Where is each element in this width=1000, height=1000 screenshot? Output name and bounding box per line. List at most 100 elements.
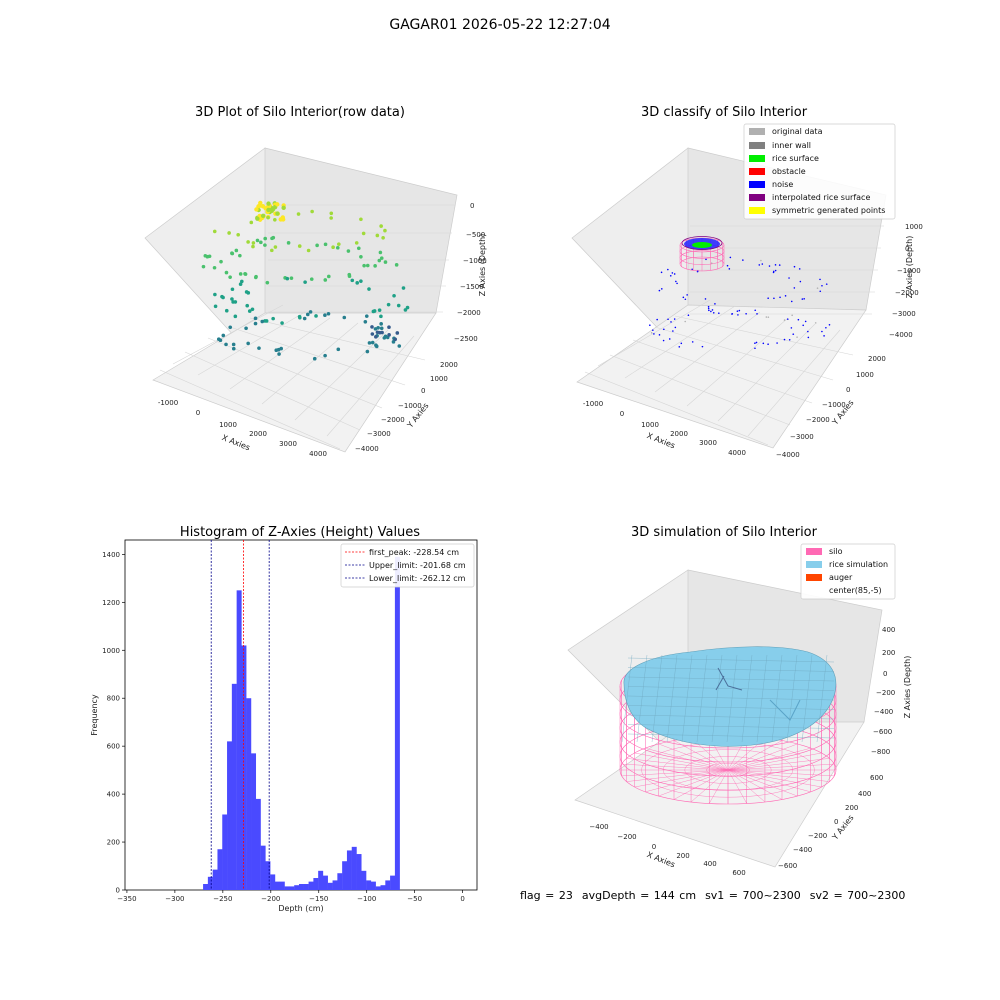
histogram-bar [356,854,362,890]
simulation-x-tick: 0 [652,843,656,851]
classify-y-tick: 2000 [868,355,886,363]
raw-point [403,308,408,312]
classify-point [773,297,775,300]
classify-plot-z-ticks: 1000 0 −1000 −2000 −3000 −4000 [889,223,923,339]
classify-point [675,280,677,283]
raw-point [245,303,250,308]
raw-point [362,263,366,268]
classify-x-tick: 3000 [699,439,717,447]
status-line: flag = 23 avgDepth = 144 cm sv1 = 700~23… [520,889,905,902]
classify-point [649,324,651,327]
classify-plot-x-ticks: -1000 0 1000 2000 3000 4000 [583,400,746,457]
histogram-bar [265,861,271,890]
classify-point [686,294,688,296]
depth-histogram: Histogram of Z-Axies (Height) Values −35… [90,525,478,913]
histogram-bar [207,876,213,890]
histogram-bar [390,875,396,890]
raw-point [315,243,319,248]
raw-point [260,319,265,324]
histogram-bar [275,881,280,890]
raw-point [253,316,258,321]
status-sv2: sv2 = 700~2300 [809,889,906,902]
classify-y-tick: −4000 [776,451,800,459]
silo-floor-spoke [658,769,729,797]
raw-y-tick: 0 [421,387,425,395]
raw-point [231,342,236,347]
legend-label-upper-limit: Upper_limit: -201.68 cm [369,561,466,570]
raw-point [212,265,217,270]
classify-point [825,326,827,329]
raw-point [213,304,218,309]
classify-point [704,298,707,300]
silo-floor-spoke [673,769,729,800]
histogram-bar [351,846,357,890]
raw-point [365,349,370,354]
raw-point [331,245,335,250]
histogram-bar [246,698,252,890]
raw-point [397,344,402,348]
surface-mesh-line [696,654,708,743]
legend-label-symmetric-generated-points: symmetric generated points [772,206,885,215]
classify-point [758,264,761,266]
histogram-bar [332,880,338,890]
raw-plot-x-ticks: -1000 0 1000 2000 3000 4000 [158,399,327,458]
classify-z-tick: −1000 [897,267,921,275]
figure-title: GAGAR01 2026-05-22 12:27:04 [389,17,611,33]
raw-point [259,240,263,245]
simulation-x-tick: 200 [676,852,689,860]
classify-point [765,316,768,318]
raw-point [309,277,314,281]
raw-point [260,213,266,218]
raw-point [329,211,334,216]
raw-point [286,241,291,245]
legend-swatch-original-data [749,128,765,135]
silo-floor-spoke [727,769,766,803]
silo-floor-spoke [727,769,830,782]
histogram-x-label: Depth (cm) [278,904,323,913]
classify-point [802,324,804,327]
raw-point [238,253,242,258]
raw-point [254,274,258,279]
classify-point [705,258,707,261]
classify-point [653,333,655,335]
histogram-bar [308,881,314,890]
raw-point [379,224,383,228]
raw-point [247,309,252,313]
histogram-legend: first_peak: -228.54 cm Upper_limit: -201… [340,543,475,588]
raw-point [329,216,333,220]
classify-point [791,314,793,317]
histogram-bars [203,556,400,890]
raw-plot-y-ticks: 2000 1000 0 −1000 −2000 −3000 −4000 [355,361,458,453]
histogram-x-tick-label: −50 [407,895,422,903]
histogram-bar [236,590,242,890]
raw-point [379,326,384,331]
raw-point [297,244,302,248]
histogram-bar [394,556,400,890]
classify-point [803,297,805,300]
raw-x-tick: -1000 [158,399,178,407]
classify-point [691,341,694,343]
raw-point [274,348,279,352]
raw-point [266,201,271,206]
raw-point [314,314,318,318]
simulation-x-ticks: −400 −200 0 200 400 600 [589,823,745,877]
raw-point [224,308,229,313]
raw-z-tick: 0 [470,202,474,210]
raw-point [224,342,228,347]
histogram-y-tick-label: 1400 [102,551,120,559]
classify-point [804,320,807,323]
silo-floor-spoke [690,769,729,803]
raw-point [379,256,384,260]
histogram-bar [227,741,233,890]
raw-point [375,330,380,335]
raw-point [363,320,368,324]
raw-plot-title: 3D Plot of Silo Interior(row data) [195,105,405,120]
silo-floor-spoke [727,758,830,771]
classify-z-label: Z Axies (Depth) [905,236,914,299]
classify-point [821,330,823,333]
classify-point [776,342,778,344]
raw-point [370,325,374,329]
histogram-x-tick-label: −200 [261,895,280,903]
classify-plot-grid [584,225,884,446]
raw-point [346,249,351,253]
